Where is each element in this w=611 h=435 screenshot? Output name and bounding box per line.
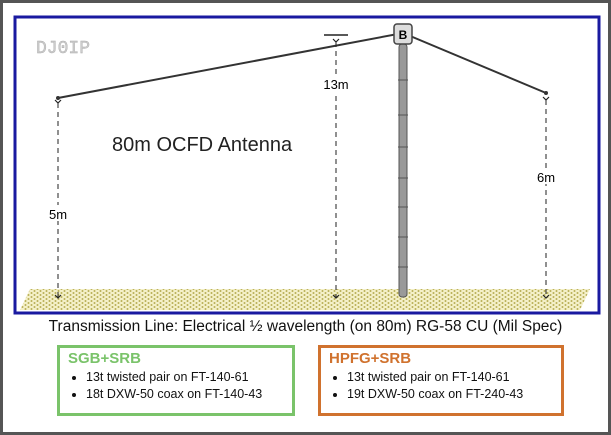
balun-label: B (399, 28, 408, 42)
height-left-label: 5m (49, 207, 67, 222)
list-item: 18t DXW-50 coax on FT-140-43 (86, 387, 284, 401)
list-item: 13t twisted pair on FT-140-61 (347, 370, 553, 384)
height-right-label: 6m (537, 170, 555, 185)
balun (393, 23, 413, 45)
sgb-srb-box: SGB+SRB 13t twisted pair on FT-140-61 18t… (57, 345, 295, 416)
transmission-line-text: Transmission Line: Electrical ½ waveleng… (48, 318, 563, 335)
hpfg-srb-box: HPFG+SRB 13t twisted pair on FT-140-61 19… (318, 345, 564, 416)
list-item: 13t twisted pair on FT-140-61 (86, 370, 284, 384)
height-center-label: 13m (323, 77, 348, 92)
list-item: 19t DXW-50 coax on FT-240-43 (347, 387, 553, 401)
scene-frame (13, 15, 601, 315)
box-title: HPFG+SRB (329, 350, 412, 367)
mast (398, 43, 408, 298)
box-title: SGB+SRB (68, 350, 141, 367)
ground (20, 289, 590, 310)
diagram-title: 80m OCFD Antenna (112, 134, 293, 156)
watermark: DJ0IP (36, 39, 90, 59)
